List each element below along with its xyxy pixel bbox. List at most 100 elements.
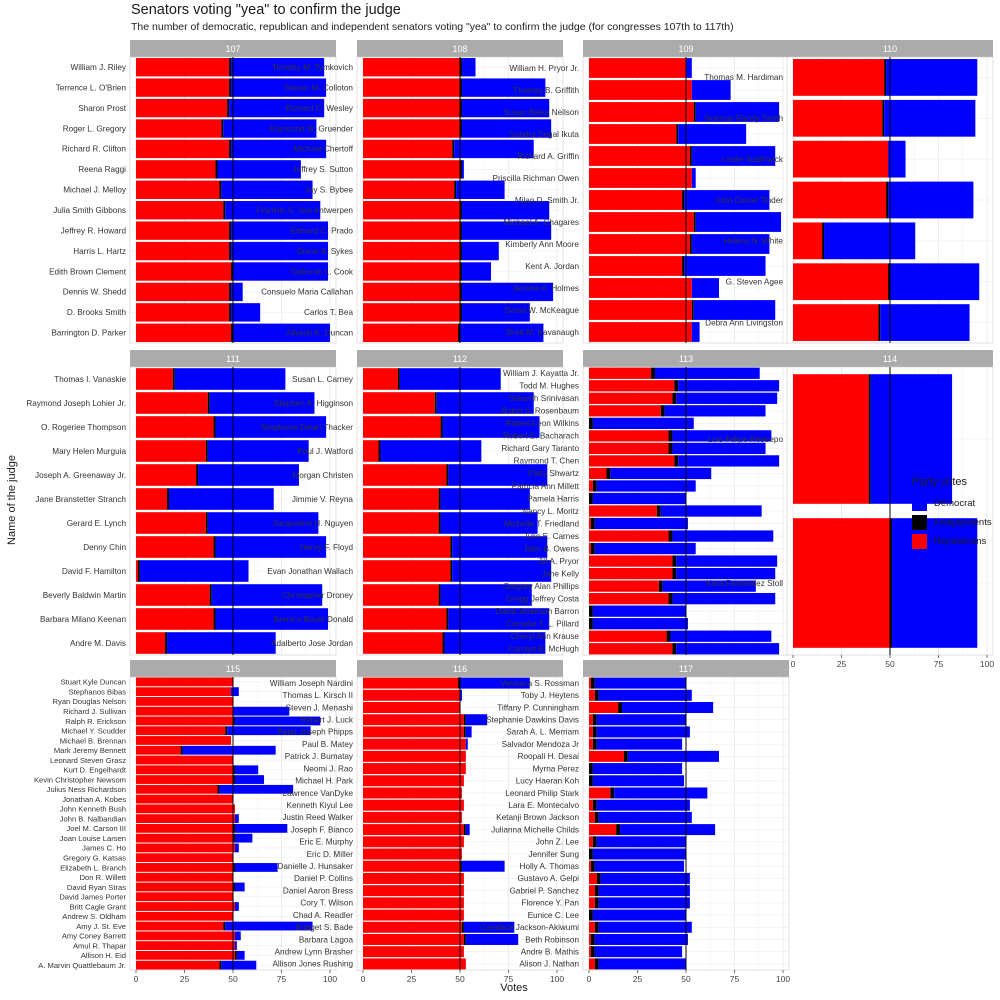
bar-republicans (136, 262, 232, 281)
x-tick-label: 50 (228, 974, 238, 984)
bar-democrat (233, 706, 290, 716)
bar-democrat (461, 98, 550, 118)
bar-democrat (167, 632, 276, 654)
bar-independents (215, 160, 218, 179)
judge-bar (136, 160, 301, 179)
bar-independents (656, 505, 661, 517)
judge-name-label: Richard Gary Taranto (501, 444, 579, 453)
bar-independents (229, 78, 232, 97)
judge-name-label: Daniel P. Collins (294, 874, 353, 883)
judge-name-label: Sarah A. L. Merriam (506, 728, 579, 737)
bar-independents (233, 882, 235, 892)
bar-independents (589, 763, 593, 775)
bar-democrat (234, 941, 237, 950)
judge-name-label: Robin S. Rosenbaum (501, 407, 579, 416)
bar-republicans (136, 911, 233, 921)
bar-independents (882, 99, 885, 137)
bar-democrat (461, 221, 552, 240)
bar-independents (229, 58, 232, 77)
judge-bar (363, 440, 482, 462)
judge-name-label: Leonard Philip Stark (505, 789, 580, 798)
judge-bar (136, 804, 235, 814)
bar-independents (229, 221, 232, 240)
judge-bar (136, 98, 325, 118)
facet-113: 113 William J. Kayatta Jr. Todd M. Hughes S… (495, 350, 790, 656)
judge-bar (136, 262, 329, 281)
bar-democrat (676, 555, 778, 567)
bar-democrat (654, 367, 760, 379)
judge-bar (136, 368, 286, 390)
bar-democrat (198, 464, 299, 486)
judge-bar (136, 823, 288, 833)
bar-republicans (589, 799, 593, 811)
judge-bar (136, 745, 276, 755)
bar-republicans (136, 775, 233, 784)
judge-bar (136, 706, 290, 716)
bar-independents (167, 488, 169, 510)
judge-bar (363, 632, 546, 654)
bar-democrat (234, 843, 239, 853)
bar-democrat (209, 392, 315, 414)
judge-name-label: Terrence L. O'Brien (56, 83, 127, 92)
judge-bar (363, 160, 464, 179)
judge-name-label: David Ryan Stras (67, 883, 126, 892)
facet-111: 111 Thomas I. Vanaskie Raymond Joseph Lohi… (26, 350, 337, 656)
bar-republicans (363, 303, 460, 322)
judge-name-label: Don R. Willett (80, 873, 127, 882)
judge-name-label: Daniel Aaron Bress (283, 886, 353, 895)
bar-independents (231, 323, 233, 342)
facet-strip (583, 350, 789, 367)
bar-democrat (676, 392, 778, 404)
judge-name-label: Britt Cagle Grant (69, 902, 126, 911)
bar-independents (594, 811, 599, 823)
judge-bar (136, 560, 249, 582)
x-tick-label: 25 (837, 659, 847, 669)
bar-democrat (672, 442, 766, 455)
bar-democrat (460, 677, 530, 689)
bar-independents (668, 442, 673, 455)
bar-independents (589, 775, 593, 787)
judge-bar (589, 921, 692, 933)
bar-republicans (589, 102, 694, 122)
judge-bar (589, 677, 686, 689)
bar-independents (463, 933, 466, 945)
bar-republicans (589, 593, 669, 605)
facet-strip-label: 107 (225, 44, 240, 54)
judge-name-label: Ralph R. Erickson (65, 717, 126, 726)
bar-independents (205, 440, 208, 462)
bar-republicans (793, 518, 890, 648)
bar-republicans (363, 584, 439, 606)
bar-democrat (139, 560, 249, 582)
judge-name-label: Thomas L. Kirsch II (282, 691, 353, 700)
judge-name-label: Julia Smith Gibbons (53, 206, 126, 215)
bar-democrat (620, 824, 716, 836)
bar-democrat (670, 630, 772, 642)
bar-democrat (444, 632, 546, 654)
bar-democrat (598, 885, 690, 897)
judge-name-label: Patrick J. Bumatay (285, 752, 354, 761)
facet-strip (787, 40, 993, 57)
bar-republicans (589, 689, 595, 701)
bar-democrat (598, 897, 690, 909)
bar-democrat (221, 180, 313, 199)
judge-bar (363, 726, 472, 738)
judge-name-label: Steven M. Colloton (284, 83, 354, 92)
judge-bar (363, 488, 530, 510)
judge-name-label: Stephanos Bibas (69, 687, 127, 696)
bar-democrat (596, 799, 690, 811)
bar-republicans (363, 98, 460, 118)
judge-bar (136, 833, 253, 843)
bar-republicans (793, 181, 887, 219)
judge-bar (136, 282, 243, 302)
bar-democrat (598, 958, 686, 970)
bar-democrat (695, 212, 782, 232)
x-tick-label: 50 (455, 974, 465, 984)
judge-bar (589, 124, 747, 144)
judge-name-label: Priscilla Richman Owen (493, 174, 580, 183)
judge-bar (363, 689, 462, 701)
judge-bar (589, 492, 686, 505)
judge-name-label: G. Steven Agee (726, 278, 784, 287)
judge-bar (589, 580, 756, 592)
bar-independents (672, 643, 677, 655)
judge-name-label: Richard A. Griffin (517, 152, 579, 161)
